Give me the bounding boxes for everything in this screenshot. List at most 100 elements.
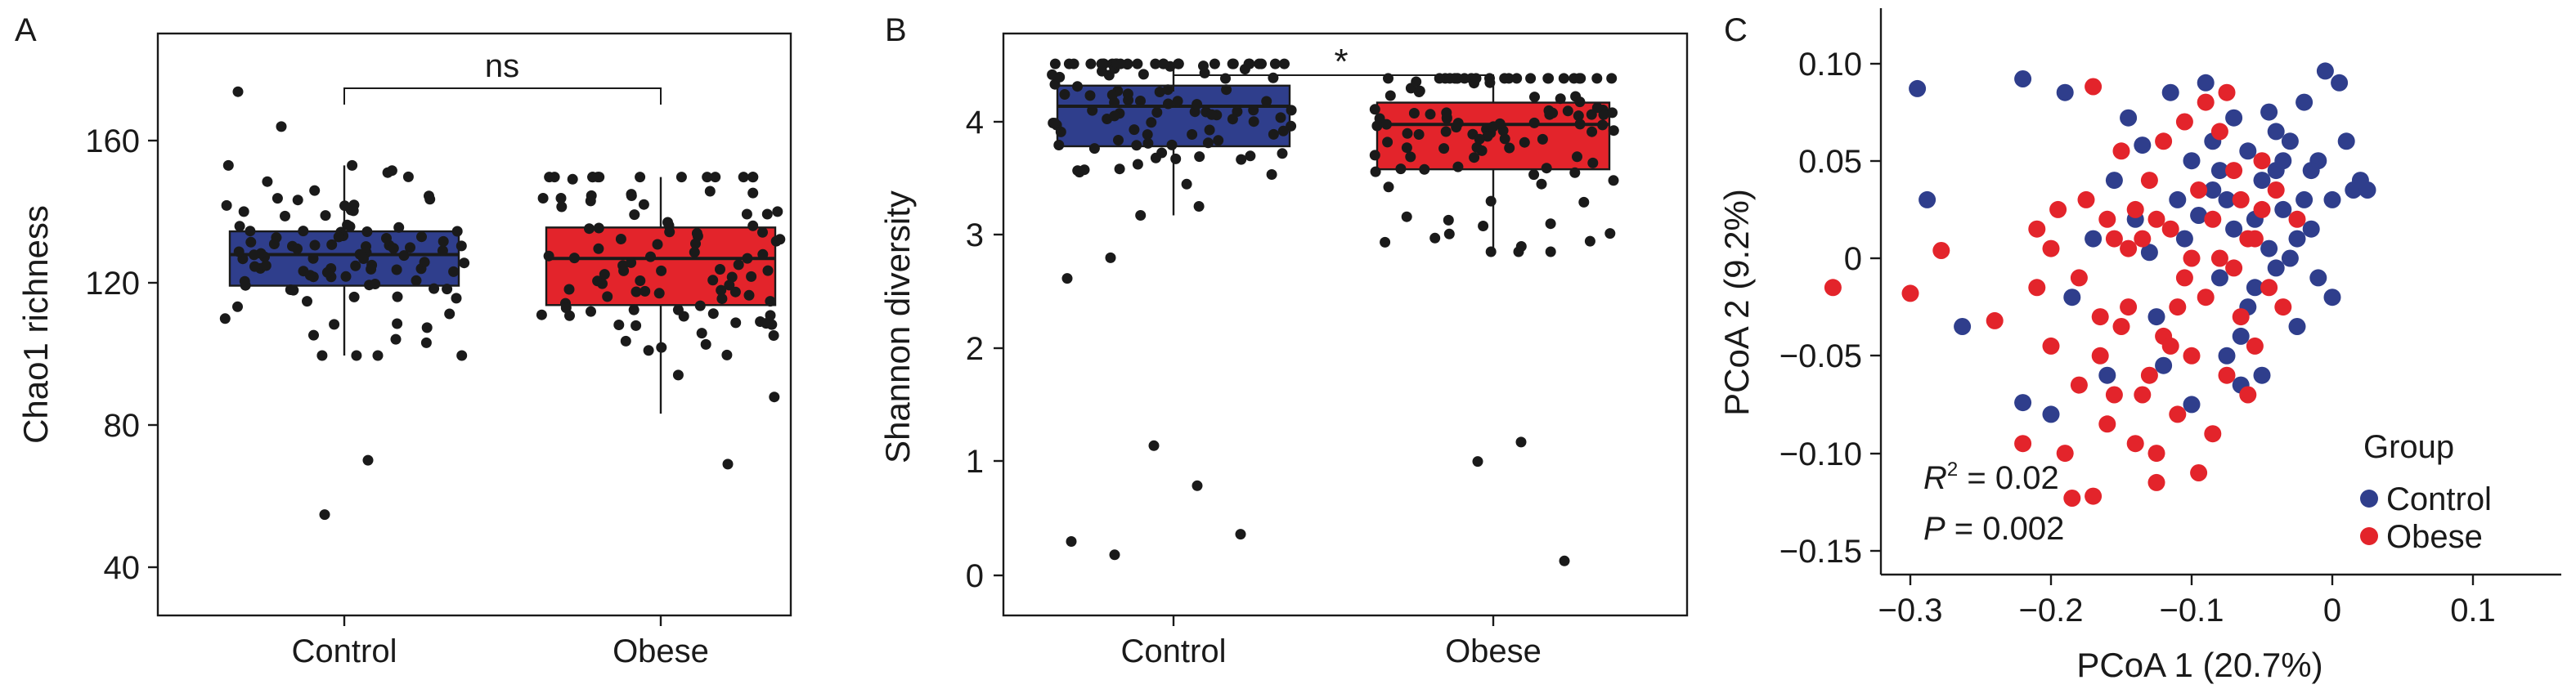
data-point <box>1474 133 1485 145</box>
data-point <box>347 159 358 171</box>
scatter-point-obese <box>2056 445 2074 463</box>
data-point <box>1411 76 1422 87</box>
data-point <box>1248 116 1259 128</box>
data-point <box>585 195 596 207</box>
data-point <box>1528 169 1540 181</box>
scatter-point-control <box>1919 190 1936 208</box>
scatter-point-obese <box>2190 464 2208 481</box>
panel-b-xtick-label-control: Control <box>1121 633 1227 669</box>
data-point <box>1206 109 1218 120</box>
scatter-point-obese <box>2049 200 2067 218</box>
scatter-point-control <box>2253 366 2271 384</box>
panel-b-ytick-label: 2 <box>966 331 984 367</box>
scatter-point-control <box>2358 181 2376 199</box>
data-point <box>555 193 567 204</box>
data-point <box>1555 93 1566 105</box>
scatter-point-control <box>2246 279 2264 297</box>
data-point <box>1150 58 1161 69</box>
outlier-point <box>722 459 734 470</box>
scatter-point-control <box>2260 239 2278 257</box>
data-point <box>1443 214 1454 226</box>
data-point <box>1181 178 1192 190</box>
data-point <box>1085 58 1097 69</box>
scatter-point-obese <box>2042 337 2060 355</box>
data-point <box>757 248 769 260</box>
data-point <box>392 318 403 329</box>
data-point <box>597 278 608 289</box>
data-point <box>1158 58 1169 69</box>
data-point <box>421 322 433 333</box>
data-point <box>643 345 654 356</box>
data-point <box>626 257 637 268</box>
data-point <box>442 284 453 295</box>
panel-a-ytick-label: 160 <box>85 123 140 159</box>
legend-marker-control <box>2360 490 2378 508</box>
data-point <box>746 271 757 282</box>
data-point <box>1213 135 1224 146</box>
panel-c-r2-stat: R2 = 0.02 <box>1923 459 2059 496</box>
data-point <box>302 296 312 307</box>
data-point <box>1482 131 1493 142</box>
data-point <box>351 350 362 361</box>
data-point <box>1537 133 1548 145</box>
data-point <box>1209 58 1220 69</box>
scatter-point-obese <box>2210 123 2228 141</box>
panel-c-p-value: = 0.002 <box>1945 511 2065 547</box>
data-point <box>1584 235 1595 247</box>
data-point <box>1109 110 1120 122</box>
panel-c-xtick-label: −0.3 <box>1878 593 1943 629</box>
panel-a-ytick-label: 40 <box>104 550 141 586</box>
scatter-point-control <box>2309 269 2327 287</box>
scatter-point-control <box>2302 162 2320 180</box>
scatter-point-obese <box>2169 405 2187 423</box>
data-point <box>664 226 675 238</box>
data-point <box>640 285 651 297</box>
panel-c-plot-area <box>1824 62 2376 507</box>
data-point <box>1245 150 1256 162</box>
scatter-point-control <box>2085 230 2103 248</box>
scatter-point-control <box>2161 83 2179 101</box>
scatter-point-obese <box>2077 190 2095 208</box>
data-point <box>456 240 467 252</box>
scatter-point-control <box>2288 318 2306 335</box>
data-point <box>675 172 687 183</box>
scatter-point-control <box>2183 396 2201 414</box>
scatter-point-obese <box>2197 93 2215 111</box>
data-point <box>593 243 604 254</box>
data-point <box>618 265 630 276</box>
scatter-point-control <box>2120 109 2138 127</box>
data-point <box>1607 107 1618 119</box>
data-point <box>564 310 575 321</box>
scatter-point-control <box>2302 220 2320 238</box>
scatter-point-obese <box>2085 487 2103 505</box>
scatter-point-control <box>2323 289 2341 306</box>
data-point <box>721 349 733 360</box>
data-point <box>1574 119 1586 130</box>
data-point <box>1542 73 1554 84</box>
data-point <box>1227 114 1238 125</box>
scatter-point-obese <box>2126 435 2144 453</box>
scatter-point-control <box>1954 318 1972 335</box>
scatter-point-obese <box>2232 190 2250 208</box>
data-point <box>429 283 440 294</box>
data-point <box>1452 118 1464 129</box>
scatter-point-control <box>2190 207 2208 224</box>
data-point <box>626 189 637 200</box>
outlier-point <box>1061 273 1073 284</box>
scatter-point-control <box>2014 70 2032 87</box>
data-point <box>568 253 580 264</box>
data-point <box>1536 178 1547 190</box>
scatter-point-control <box>2288 230 2306 248</box>
data-point <box>1072 81 1083 92</box>
data-point <box>1166 139 1178 150</box>
scatter-point-control <box>2218 347 2236 365</box>
outlier-point <box>1105 252 1116 263</box>
data-point <box>1578 196 1590 208</box>
scatter-point-obese <box>2197 289 2215 306</box>
scatter-point-control <box>2105 172 2123 190</box>
data-point <box>652 239 663 250</box>
data-point <box>1528 117 1540 128</box>
data-point <box>326 239 338 250</box>
data-point <box>340 271 352 282</box>
